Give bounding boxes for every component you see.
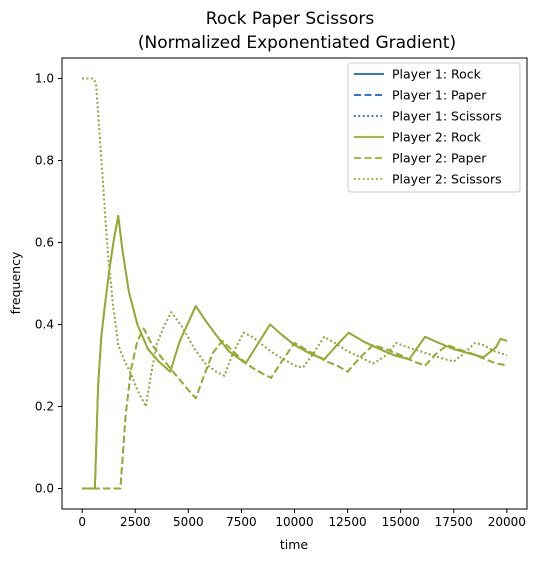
y-tick-label: 0.6: [35, 236, 54, 250]
x-tick-label: 7500: [226, 515, 257, 529]
legend-label: Player 2: Paper: [392, 151, 487, 166]
legend-label: Player 1: Paper: [392, 88, 487, 103]
legend-label: Player 2: Rock: [392, 130, 482, 145]
chart-title-line-2: (Normalized Exponentiated Gradient): [138, 33, 456, 53]
legend-label: Player 1: Rock: [392, 67, 482, 82]
x-axis-label: time: [280, 537, 309, 552]
x-tick-label: 20000: [488, 515, 526, 529]
x-tick-label: 10000: [275, 515, 313, 529]
plot-area-frame: [61, 57, 528, 510]
y-tick-label: 1.0: [35, 72, 54, 86]
plot-lines: [82, 77, 508, 490]
y-tick-label: 0.2: [35, 400, 54, 414]
x-tick-label: 5000: [173, 515, 204, 529]
y-axis-label: frequency: [8, 251, 23, 314]
axis-ticks: 0 2500 5000 7500 10000 12500 15000 17500 20000 0.…: [35, 72, 526, 530]
legend: Player 1: Rock Player 1: Paper Player 1: S…: [347, 62, 521, 193]
y-tick-label: 0.4: [35, 318, 54, 332]
x-tick-label: 15000: [382, 515, 420, 529]
x-tick-label: 2500: [120, 515, 151, 529]
y-tick-label: 0.8: [35, 154, 54, 168]
series-line-player-2-scissors: [82, 77, 508, 408]
x-tick-label: 12500: [328, 515, 366, 529]
legend-frame: [347, 62, 521, 193]
x-tick-label: 17500: [435, 515, 473, 529]
legend-label: Player 1: Scissors: [392, 109, 502, 124]
x-tick-label: 0: [78, 515, 86, 529]
chart-title-line-1: Rock Paper Scissors: [206, 9, 375, 29]
series-line-player-2-paper: [82, 327, 508, 490]
legend-label: Player 2: Scissors: [392, 172, 502, 187]
y-tick-label: 0.0: [35, 482, 54, 496]
